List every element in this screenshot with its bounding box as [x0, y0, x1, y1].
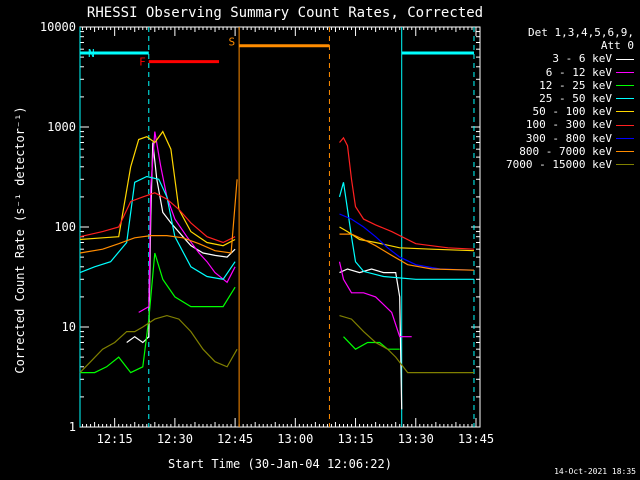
- generation-timestamp: 14-Oct-2021 18:35: [554, 467, 636, 476]
- series-line-7000-15000-kev: [339, 315, 474, 374]
- series-line-6-12-kev: [138, 131, 236, 313]
- legend-swatch: [616, 111, 634, 113]
- legend-entry: 6 - 12 keV: [506, 66, 634, 79]
- legend-label: 3 - 6 keV: [552, 52, 612, 66]
- legend-label: 800 - 7000 keV: [519, 144, 612, 158]
- y-tick-label: 10: [62, 320, 76, 334]
- legend-label: 300 - 800 keV: [525, 131, 612, 145]
- legend-label: 25 - 50 keV: [539, 92, 612, 106]
- legend-label: 6 - 12 keV: [545, 65, 612, 79]
- legend-swatch: [616, 124, 634, 126]
- legend-entry: 100 - 300 keV: [506, 118, 634, 131]
- y-tick-label: 100: [54, 220, 76, 234]
- x-tick-label: 13:00: [277, 432, 313, 446]
- legend-entry: 3 - 6 keV: [506, 52, 634, 65]
- legend-entry: 300 - 800 keV: [506, 132, 634, 145]
- y-tick-label: 1: [69, 420, 76, 434]
- chart-title: RHESSI Observing Summary Count Rates, Co…: [87, 5, 483, 21]
- plot-frame: [79, 26, 481, 428]
- x-tick-label: 13:30: [398, 432, 434, 446]
- flag-label-night: N: [88, 47, 95, 60]
- legend-entry: 50 - 100 keV: [506, 105, 634, 118]
- x-tick-label: 12:15: [97, 432, 133, 446]
- plot-area: 1 10 100 1000 10000 12:15 12:30 12:45 13:00 13:15…: [40, 20, 494, 446]
- flag-label-saa: S: [228, 36, 235, 49]
- series-line-50-100-kev: [339, 226, 475, 252]
- legend-entry: 7000 - 15000 keV: [506, 158, 634, 171]
- legend-swatch: [616, 71, 634, 73]
- x-tick-label: 13:15: [337, 432, 373, 446]
- flag-label-flare: F: [139, 56, 146, 69]
- x-tick-label: 12:45: [217, 432, 253, 446]
- series-line-3-6-kev: [126, 142, 236, 344]
- legend-label: 50 - 100 keV: [532, 105, 612, 119]
- series-line-800-7000-kev: [339, 233, 475, 271]
- legend-label: 7000 - 15000 keV: [506, 158, 612, 172]
- legend-label: 12 - 25 keV: [539, 78, 612, 92]
- legend-label: 100 - 300 keV: [525, 118, 612, 132]
- legend-swatch: [616, 98, 634, 100]
- legend-header-line: Det 1,3,4,5,6,9,: [528, 26, 634, 39]
- legend-swatch: [616, 137, 634, 139]
- legend-entry: 25 - 50 keV: [506, 92, 634, 105]
- legend-header-line: Att 0: [600, 39, 634, 53]
- series-line-100-300-kev: [339, 136, 475, 250]
- series-line-25-50-kev: [79, 175, 236, 280]
- x-tick-label: 13:45: [458, 432, 494, 446]
- legend-entry: 800 - 7000 keV: [506, 145, 634, 158]
- series-line-300-800-kev: [339, 213, 475, 271]
- series-line-800-7000-kev: [79, 179, 238, 254]
- series-line-50-100-kev: [79, 130, 236, 247]
- legend-swatch: [616, 84, 634, 86]
- series-line-12-25-kev: [343, 336, 400, 350]
- legend-swatch: [616, 150, 634, 152]
- y-tick-label: 10000: [40, 20, 76, 34]
- x-axis-label: Start Time (30-Jan-04 12:06:22): [168, 457, 392, 471]
- series-line-7000-15000-kev: [79, 314, 238, 374]
- legend-entry: 12 - 25 keV: [506, 79, 634, 92]
- y-axis-label: Corrected Count Rate (s⁻¹ detector⁻¹): [13, 106, 27, 373]
- x-tick-label: 12:30: [157, 432, 193, 446]
- series-line-100-300-kev: [79, 192, 236, 244]
- series-line-12-25-kev: [80, 252, 236, 374]
- y-tick-label: 1000: [47, 120, 76, 134]
- series-line-3-6-kev: [339, 268, 403, 410]
- series-line-6-12-kev: [338, 261, 412, 338]
- series-line-25-50-kev: [338, 182, 474, 280]
- legend-swatch: [616, 164, 634, 166]
- legend-swatch: [616, 58, 634, 60]
